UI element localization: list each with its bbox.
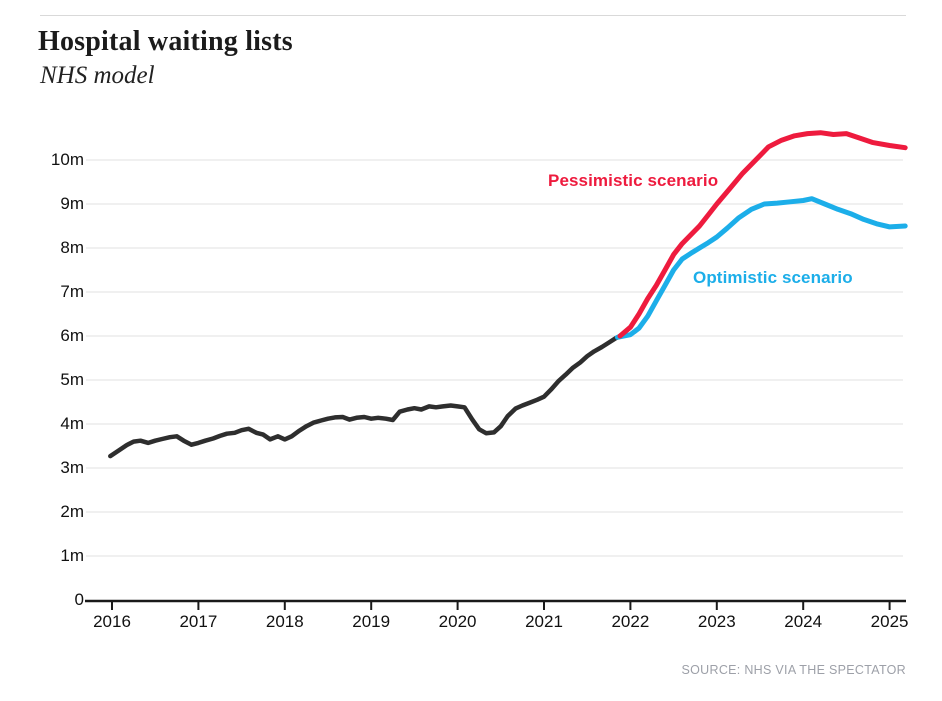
x-axis-label-2023: 2023 — [697, 612, 736, 631]
y-axis-label-6m: 6m — [60, 326, 84, 345]
x-axis-label-2025: 2025 — [870, 612, 909, 631]
y-axis-label-8m: 8m — [60, 238, 84, 257]
y-axis-label-9m: 9m — [60, 194, 84, 213]
y-axis-label-7m: 7m — [60, 282, 84, 301]
y-axis-label-10m: 10m — [50, 150, 84, 169]
x-axis-label-2024: 2024 — [784, 612, 823, 631]
chart-subtitle: NHS model — [40, 62, 155, 89]
x-axis-label-2022: 2022 — [611, 612, 650, 631]
y-axis-label-1m: 1m — [60, 546, 84, 565]
source-attribution: SOURCE: NHS VIA THE SPECTATOR — [681, 663, 906, 677]
series-line-optimistic — [614, 196, 908, 340]
x-axis-label-2020: 2020 — [438, 612, 477, 631]
y-axis-label-3m: 3m — [60, 458, 84, 477]
y-axis-label-2m: 2m — [60, 502, 84, 521]
pessimistic-scenario-label: Pessimistic scenario — [548, 171, 719, 190]
series-line-pessimistic — [617, 130, 908, 339]
x-axis-label-2016: 2016 — [93, 612, 131, 631]
y-axis-label-4m: 4m — [60, 414, 84, 433]
y-axis-label-5m: 5m — [60, 370, 84, 389]
x-axis-label-2021: 2021 — [525, 612, 563, 631]
x-axis-label-2017: 2017 — [179, 612, 218, 631]
x-axis-label-2018: 2018 — [265, 612, 304, 631]
y-axis-label-0: 0 — [74, 590, 84, 609]
page-title: Hospital waiting lists — [38, 26, 293, 57]
top-rule-divider — [40, 15, 906, 16]
series-line-historical — [108, 333, 623, 459]
x-axis-label-2019: 2019 — [352, 612, 391, 631]
optimistic-scenario-label: Optimistic scenario — [693, 268, 853, 287]
